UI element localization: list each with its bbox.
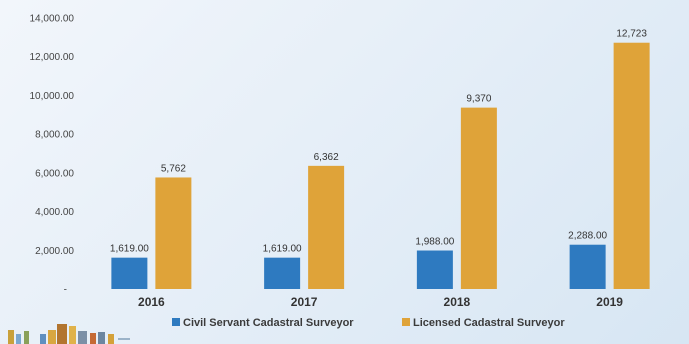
data-label: 1,619.00	[263, 244, 302, 255]
y-tick-label: -	[64, 285, 67, 296]
y-tick-label: 14,000.00	[30, 14, 75, 25]
x-category-label: 2018	[444, 295, 471, 309]
y-tick-label: 12,000.00	[30, 52, 75, 63]
licensed-bar	[308, 165, 345, 289]
data-label: 9,370	[466, 94, 491, 105]
licensed-bar	[613, 42, 650, 289]
y-tick-label: 10,000.00	[30, 91, 75, 102]
legend-label[interactable]: Civil Servant Cadastral Surveyor	[183, 317, 354, 329]
y-tick-label: 4,000.00	[35, 207, 74, 218]
x-category-label: 2016	[138, 295, 165, 309]
civil-servant-bar	[569, 244, 606, 289]
data-label: 1,619.00	[110, 244, 149, 255]
y-tick-label: 2,000.00	[35, 246, 74, 257]
licensed-bar	[155, 177, 192, 289]
civil-servant-bar	[111, 257, 148, 289]
city-skyline-icon	[8, 324, 130, 344]
data-label: 6,362	[314, 152, 339, 163]
x-category-label: 2019	[596, 295, 623, 309]
data-label: 5,762	[161, 163, 186, 174]
data-label: 12,723	[616, 29, 647, 40]
y-tick-label: 8,000.00	[35, 130, 74, 141]
legend-label[interactable]: Licensed Cadastral Surveyor	[413, 317, 565, 329]
data-label: 2,288.00	[568, 231, 607, 242]
legend-swatch	[402, 318, 410, 326]
civil-servant-bar	[264, 257, 301, 289]
x-category-label: 2017	[291, 295, 318, 309]
legend-swatch	[172, 318, 180, 326]
y-tick-label: 6,000.00	[35, 168, 74, 179]
data-label: 1,988.00	[415, 237, 454, 248]
civil-servant-bar	[416, 250, 453, 289]
licensed-bar	[460, 107, 497, 290]
